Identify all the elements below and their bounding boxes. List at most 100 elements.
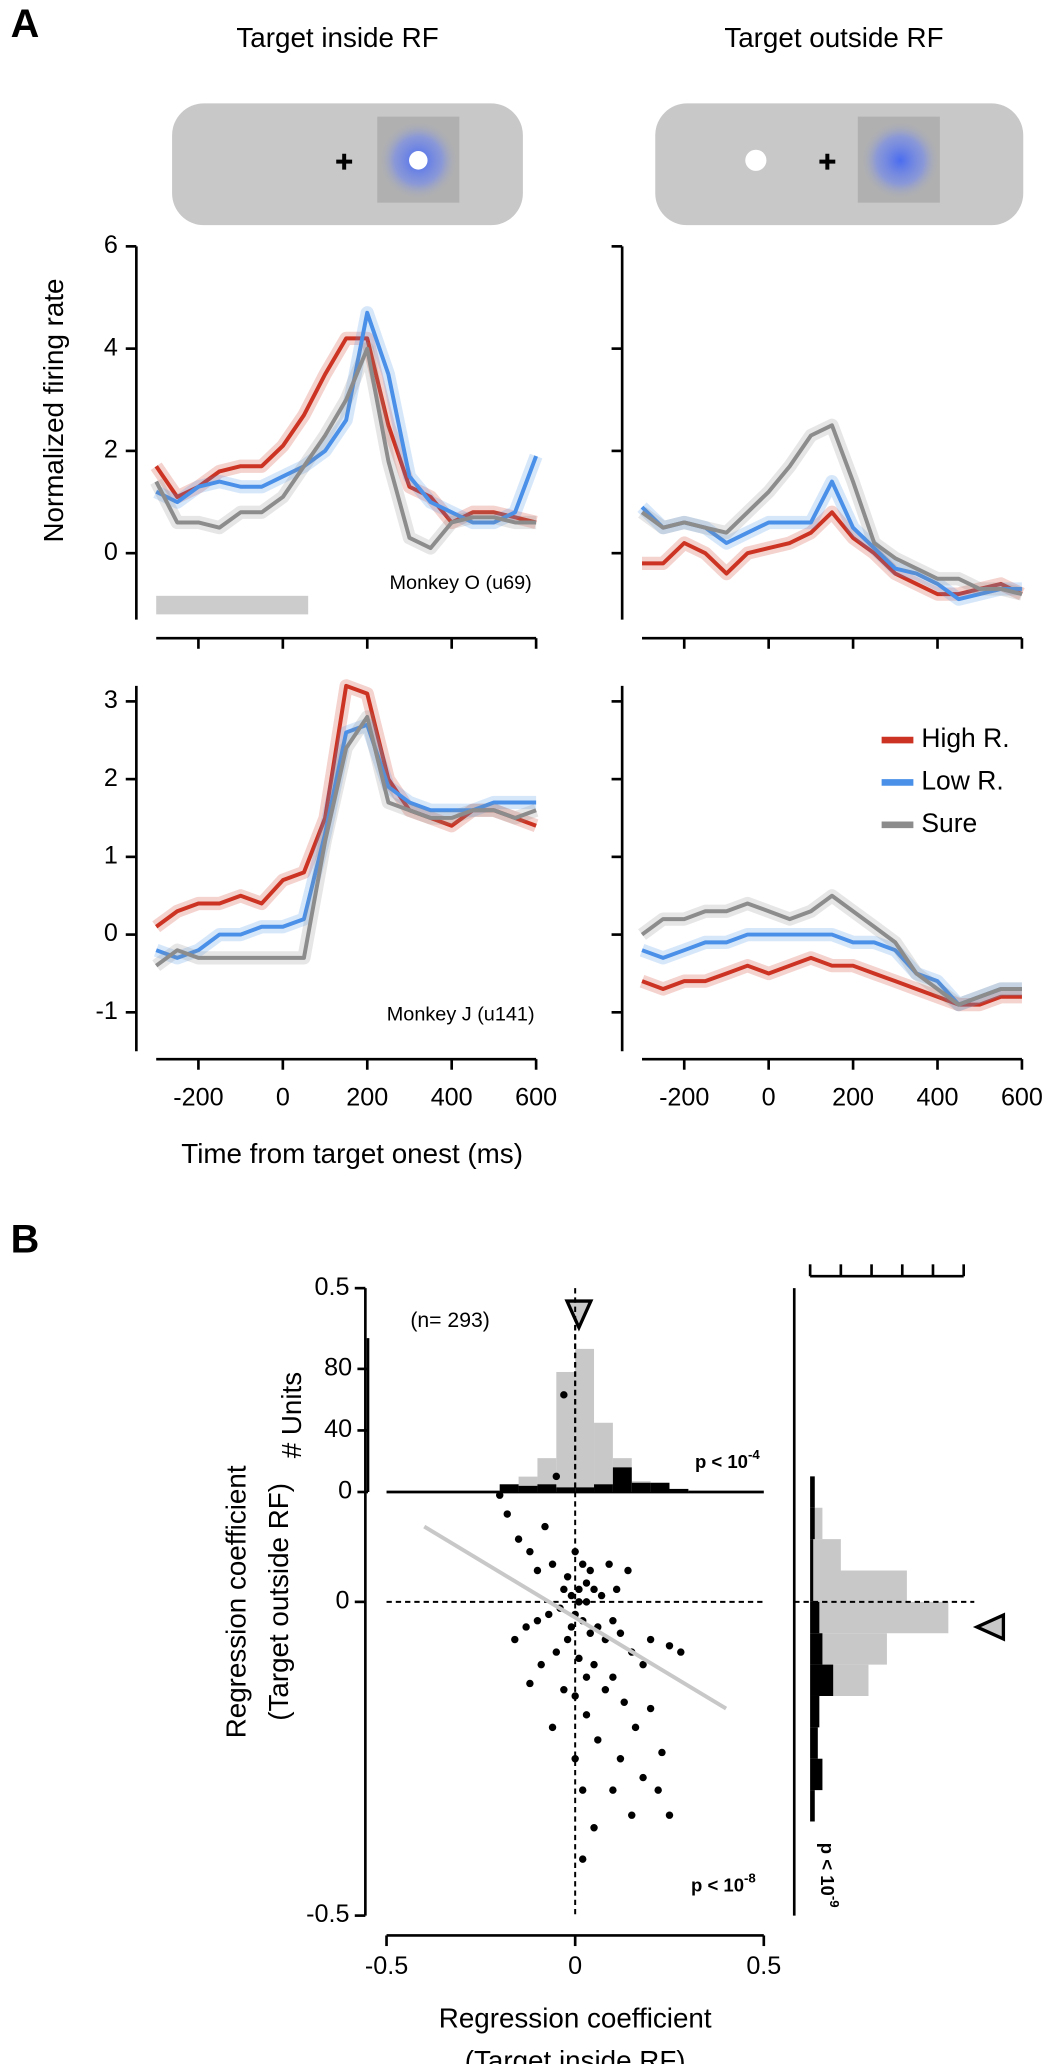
scatter-point bbox=[620, 1698, 628, 1706]
scatter-point bbox=[586, 1629, 594, 1637]
scatter-point bbox=[575, 1654, 583, 1663]
histogram-bar bbox=[810, 1539, 814, 1571]
histogram-bar bbox=[810, 1476, 815, 1508]
x-tick-label: 600 bbox=[1001, 1083, 1043, 1111]
y-tick-label: -1 bbox=[95, 997, 117, 1025]
scatter-point bbox=[631, 1723, 640, 1732]
scatter-point bbox=[646, 1704, 655, 1713]
y-tick-label: 0.5 bbox=[315, 1273, 350, 1301]
histogram-bar bbox=[810, 1601, 949, 1634]
x-tick-label: 0 bbox=[762, 1083, 776, 1111]
p-value-base: p < 10 bbox=[695, 1451, 748, 1472]
p-value-exponent: -9 bbox=[827, 1896, 842, 1908]
x-tick-label: 400 bbox=[431, 1083, 473, 1111]
histogram-bar bbox=[499, 1484, 519, 1493]
p-value: p < 10-8 bbox=[691, 1870, 756, 1895]
scatter-point bbox=[612, 1585, 621, 1594]
scatter-point bbox=[582, 1711, 591, 1719]
scatter-point bbox=[609, 1616, 617, 1625]
scatter-point bbox=[567, 1623, 576, 1631]
y-tick-label: 0 bbox=[335, 1587, 349, 1615]
scatter-point bbox=[579, 1855, 587, 1863]
p-value-exponent: -4 bbox=[748, 1446, 760, 1461]
y-tick-label: -0.5 bbox=[306, 1900, 349, 1928]
y-tick-label: 0 bbox=[338, 1477, 352, 1505]
y-axis-label: # Units bbox=[276, 1372, 307, 1458]
histogram-bar bbox=[810, 1570, 814, 1602]
x-tick-label: 200 bbox=[832, 1083, 874, 1111]
y-tick-label: 4 bbox=[104, 333, 118, 361]
scatter-point bbox=[560, 1585, 568, 1594]
histogram-bar bbox=[810, 1758, 823, 1791]
scatter-point bbox=[590, 1585, 598, 1594]
scatter-point bbox=[646, 1635, 655, 1644]
scatter-point bbox=[586, 1566, 594, 1575]
scatter-point bbox=[548, 1560, 557, 1568]
x-tick-label: 0.5 bbox=[746, 1952, 781, 1980]
scatter-point bbox=[541, 1522, 549, 1531]
p-value-base: p < 10 bbox=[817, 1843, 838, 1896]
y-tick-label: 80 bbox=[324, 1354, 352, 1382]
histogram-bar bbox=[594, 1484, 613, 1493]
scatter-point bbox=[567, 1591, 576, 1600]
histogram-bar bbox=[650, 1482, 670, 1493]
scatter-point bbox=[609, 1673, 617, 1681]
scatter-point bbox=[533, 1616, 542, 1625]
histogram-bar bbox=[810, 1633, 887, 1665]
scatter-point bbox=[579, 1560, 587, 1568]
p-value-base: p < 10 bbox=[691, 1874, 744, 1895]
histogram-bar bbox=[810, 1570, 907, 1602]
scatter-point bbox=[665, 1642, 674, 1650]
scatter-point bbox=[575, 1585, 583, 1594]
scatter-point bbox=[563, 1573, 572, 1581]
scatter-point bbox=[563, 1635, 572, 1644]
histogram-bar bbox=[810, 1539, 841, 1571]
y-tick-label: 3 bbox=[104, 686, 118, 714]
y-tick-label: 0 bbox=[104, 538, 118, 566]
analysis-window bbox=[156, 595, 309, 615]
stimulus-icon bbox=[172, 103, 523, 226]
scatter-point bbox=[537, 1660, 545, 1669]
line bbox=[642, 510, 1023, 597]
histogram-bar bbox=[810, 1507, 815, 1540]
y-tick-label: 6 bbox=[104, 231, 118, 259]
scatter-point bbox=[496, 1491, 504, 1499]
histogram-bar bbox=[810, 1601, 820, 1634]
scatter-point bbox=[616, 1755, 625, 1763]
histogram-bar bbox=[669, 1488, 689, 1493]
scatter-point bbox=[597, 1591, 606, 1600]
x-tick-label: -200 bbox=[659, 1083, 709, 1111]
scatter-point bbox=[582, 1598, 591, 1606]
histogram-bar bbox=[594, 1422, 613, 1493]
x-tick-label: 400 bbox=[917, 1083, 959, 1111]
scatter-point bbox=[677, 1648, 685, 1656]
scatter-point bbox=[654, 1786, 662, 1794]
line bbox=[154, 346, 537, 551]
histogram-bar bbox=[556, 1371, 576, 1493]
x-tick-label: 200 bbox=[346, 1083, 388, 1111]
histogram-bar bbox=[537, 1458, 557, 1493]
scatter-point bbox=[560, 1686, 568, 1694]
line bbox=[155, 310, 538, 525]
stimulus-icon bbox=[655, 103, 1024, 226]
p-value: p < 10-9 bbox=[817, 1843, 842, 1908]
y-tick-label: 40 bbox=[324, 1415, 352, 1443]
annotation: (n= 293) bbox=[410, 1309, 489, 1332]
histogram-bar bbox=[612, 1467, 632, 1493]
scatter-point bbox=[575, 1598, 583, 1606]
x-axis-label: Regression coefficient bbox=[439, 2003, 712, 2034]
x-tick-label: 600 bbox=[515, 1083, 557, 1111]
scatter-point bbox=[665, 1811, 674, 1819]
scatter-point bbox=[560, 1391, 568, 1399]
line bbox=[640, 893, 1022, 1007]
mean-marker bbox=[564, 1299, 594, 1332]
x-tick-label: -0.5 bbox=[365, 1952, 408, 1980]
scatter-point bbox=[605, 1560, 613, 1568]
x-axis-label: (Target inside RF) bbox=[465, 2045, 686, 2064]
line bbox=[155, 714, 537, 968]
y-axis-label: (Target outside RF) bbox=[263, 1483, 294, 1721]
y-tick-label: 2 bbox=[104, 764, 118, 792]
scatter-point bbox=[594, 1736, 602, 1744]
fit-line bbox=[423, 1524, 728, 1711]
